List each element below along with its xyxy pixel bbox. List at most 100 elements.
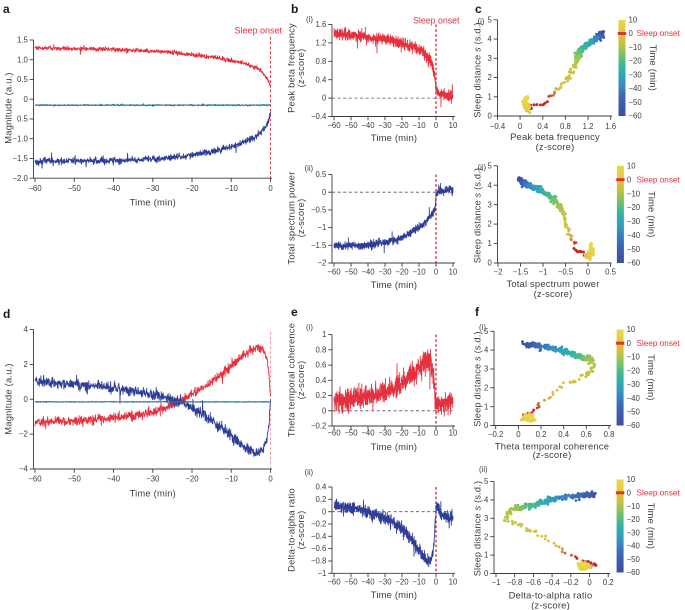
svg-text:−30: −30: [378, 268, 392, 277]
svg-text:−30: −30: [627, 380, 641, 389]
svg-text:Theta temporal coherence: Theta temporal coherence: [495, 441, 609, 452]
svg-text:10: 10: [449, 268, 458, 277]
svg-text:−0.4: −0.4: [311, 532, 327, 541]
svg-text:Peak beta frequency: Peak beta frequency: [510, 131, 600, 142]
svg-text:Time (min): Time (min): [371, 441, 417, 452]
svg-text:−20: −20: [395, 578, 409, 587]
svg-text:−40: −40: [361, 268, 375, 277]
svg-text:Sleep onset: Sleep onset: [637, 175, 681, 184]
svg-text:0.4: 0.4: [537, 122, 549, 131]
svg-text:(z-score): (z-score): [534, 288, 573, 299]
svg-text:−30: −30: [146, 184, 160, 193]
svg-text:0.2: 0.2: [536, 430, 547, 439]
svg-text:−50: −50: [344, 429, 358, 438]
svg-text:(z-score): (z-score): [295, 361, 306, 400]
svg-text:0: 0: [629, 29, 634, 38]
svg-text:−20: −20: [185, 474, 199, 483]
svg-text:4: 4: [24, 325, 29, 334]
svg-text:(z-score): (z-score): [295, 511, 306, 550]
svg-text:−30: −30: [629, 71, 643, 80]
svg-text:−20: −20: [627, 515, 641, 524]
svg-text:0: 0: [268, 474, 273, 483]
svg-text:Sleep onset: Sleep onset: [637, 339, 681, 348]
svg-text:−0.2: −0.2: [563, 578, 578, 587]
svg-text:−10: −10: [412, 578, 426, 587]
svg-text:3: 3: [488, 200, 492, 209]
svg-text:−40: −40: [627, 394, 641, 403]
svg-text:−10: −10: [412, 268, 426, 277]
svg-text:5: 5: [484, 327, 489, 336]
svg-text:0.2: 0.2: [316, 391, 327, 400]
svg-text:−1: −1: [492, 578, 501, 587]
svg-text:Sleep onset: Sleep onset: [234, 26, 282, 36]
svg-text:0: 0: [627, 489, 632, 498]
svg-text:−60: −60: [327, 578, 341, 587]
svg-text:−4: −4: [19, 465, 29, 474]
svg-text:0.4: 0.4: [316, 483, 328, 492]
svg-text:−40: −40: [627, 542, 641, 551]
svg-text:0: 0: [322, 507, 327, 516]
svg-text:−1: −1: [539, 268, 548, 277]
svg-text:10: 10: [629, 16, 638, 25]
svg-text:−60: −60: [327, 268, 341, 277]
svg-text:Time (min): Time (min): [130, 487, 176, 498]
svg-text:e: e: [291, 305, 298, 319]
svg-text:5: 5: [488, 15, 493, 24]
svg-text:0.5: 0.5: [605, 268, 617, 277]
svg-text:−50: −50: [629, 98, 643, 107]
svg-text:−20: −20: [185, 184, 199, 193]
svg-text:−30: −30: [378, 121, 392, 130]
svg-text:−60: −60: [327, 429, 341, 438]
svg-text:Time (min): Time (min): [371, 279, 417, 290]
svg-text:1.6: 1.6: [605, 122, 616, 131]
svg-text:(z-score): (z-score): [295, 49, 306, 88]
svg-text:c: c: [475, 2, 482, 16]
svg-text:Time (min): Time (min): [648, 45, 659, 91]
svg-text:−40: −40: [107, 474, 121, 483]
svg-text:Magnitude (a.u.): Magnitude (a.u.): [3, 72, 14, 143]
svg-text:−60: −60: [627, 421, 641, 430]
svg-text:−0.6: −0.6: [526, 578, 541, 587]
svg-text:0: 0: [518, 122, 523, 131]
svg-text:Sleep distance s (s.d.): Sleep distance s (s.d.): [473, 481, 483, 577]
svg-text:−2.0: −2.0: [12, 174, 28, 183]
svg-text:−60: −60: [327, 121, 341, 130]
svg-text:10: 10: [449, 578, 458, 587]
svg-text:−30: −30: [378, 429, 392, 438]
svg-text:−0.8: −0.8: [507, 578, 522, 587]
svg-text:0: 0: [484, 569, 489, 578]
svg-text:2: 2: [488, 73, 492, 82]
svg-text:0.2: 0.2: [316, 495, 327, 504]
svg-text:−0.2: −0.2: [311, 422, 326, 431]
svg-text:−20: −20: [395, 429, 409, 438]
svg-text:0.8: 0.8: [560, 122, 571, 131]
svg-text:−60: −60: [629, 112, 643, 121]
svg-text:−10: −10: [225, 474, 239, 483]
svg-text:−40: −40: [627, 231, 641, 240]
svg-text:10: 10: [627, 475, 636, 484]
svg-text:−2: −2: [19, 430, 28, 439]
svg-text:−10: −10: [412, 429, 426, 438]
svg-text:0: 0: [488, 112, 493, 121]
svg-text:0.6: 0.6: [581, 430, 592, 439]
svg-text:−50: −50: [627, 245, 641, 254]
svg-text:0.8: 0.8: [316, 57, 327, 66]
svg-text:−40: −40: [361, 429, 375, 438]
svg-text:0: 0: [434, 429, 439, 438]
svg-text:−0.5: −0.5: [558, 268, 574, 277]
svg-text:0: 0: [434, 578, 439, 587]
svg-text:−60: −60: [627, 259, 641, 268]
svg-text:10: 10: [627, 325, 636, 334]
svg-text:Time (min): Time (min): [646, 503, 657, 549]
svg-text:0.5: 0.5: [17, 75, 29, 84]
svg-text:−10: −10: [629, 43, 643, 52]
svg-text:−10: −10: [627, 189, 641, 198]
svg-text:−20: −20: [395, 121, 409, 130]
svg-text:−30: −30: [146, 474, 160, 483]
svg-text:−0.2: −0.2: [311, 520, 326, 529]
svg-text:−10: −10: [627, 353, 641, 362]
svg-text:(ii): (ii): [478, 163, 487, 172]
svg-text:Sleep onset: Sleep onset: [637, 489, 681, 498]
svg-text:(z-score): (z-score): [536, 141, 575, 152]
svg-text:(ii): (ii): [479, 465, 488, 474]
